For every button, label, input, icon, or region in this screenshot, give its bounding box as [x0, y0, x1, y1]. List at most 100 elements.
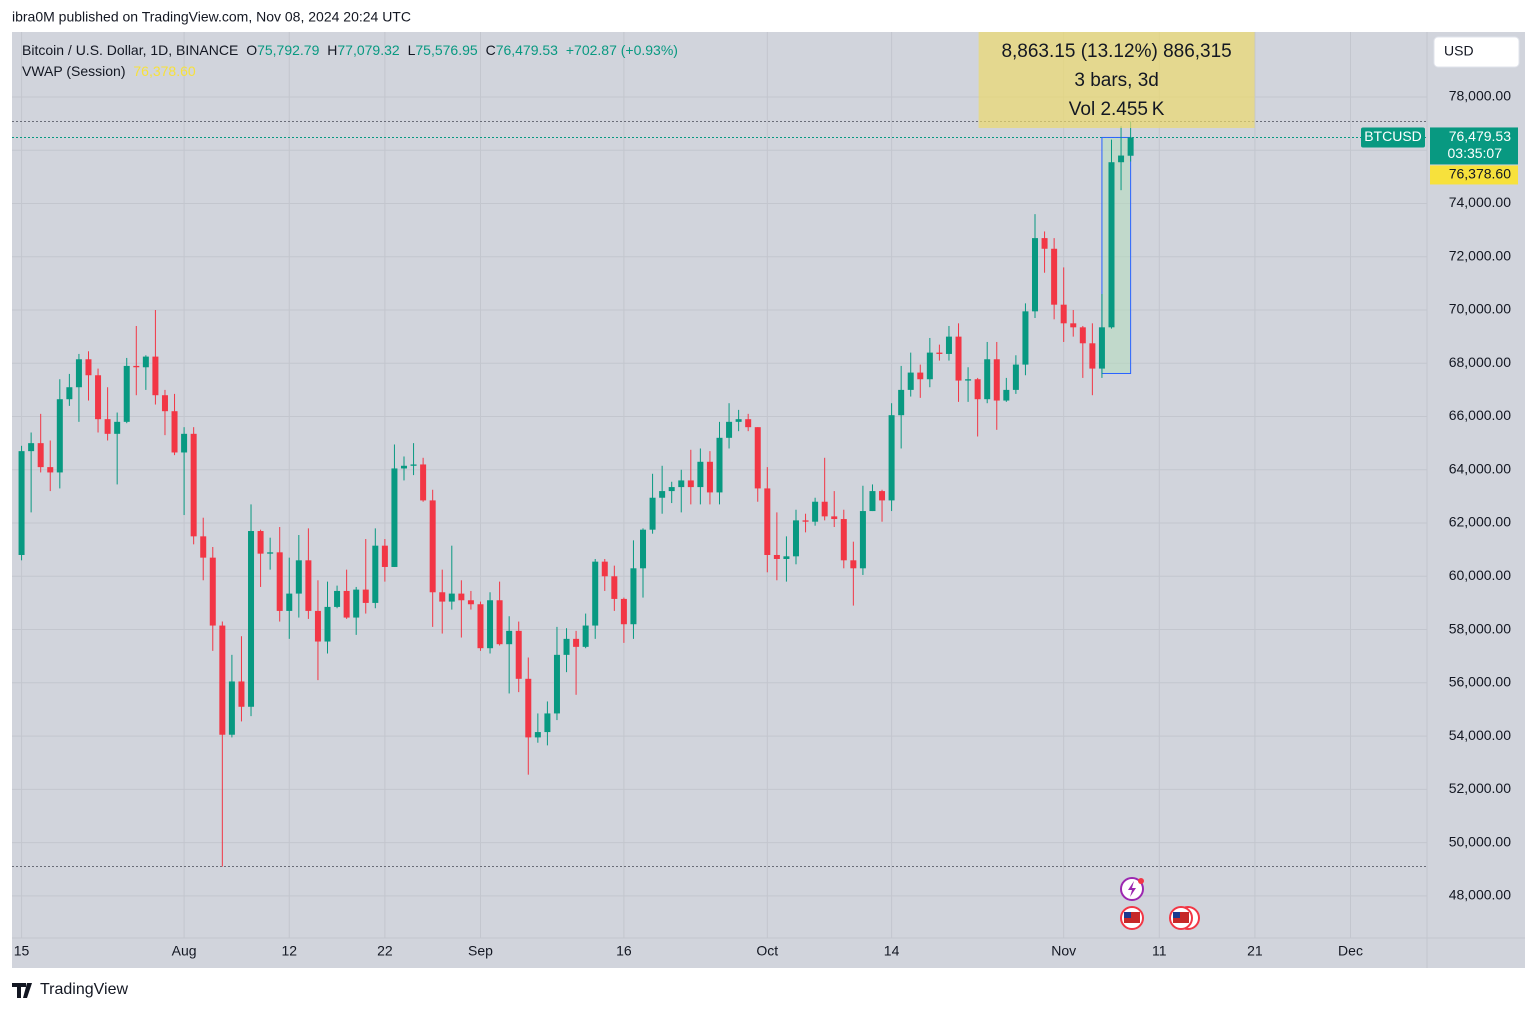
candle-body: [601, 561, 608, 577]
candle-body: [783, 556, 790, 559]
y-tick-label: 72,000.00: [1449, 247, 1511, 263]
event-dot: [1138, 878, 1144, 884]
candle-body: [974, 379, 981, 400]
candle-body: [37, 443, 44, 468]
measure-text: Vol 2.455 K: [1069, 99, 1165, 120]
candle-body: [917, 372, 924, 380]
candle-body: [372, 545, 379, 603]
measure-text: 3 bars, 3d: [1074, 70, 1159, 91]
candle-body: [1098, 327, 1105, 369]
candle-body: [745, 419, 752, 428]
candle-body: [161, 395, 168, 412]
candle-body: [448, 593, 455, 602]
candle-body: [573, 638, 580, 647]
countdown: 03:35:07: [1448, 145, 1503, 161]
y-tick-label: 54,000.00: [1449, 727, 1511, 743]
indicator-name: VWAP (Session): [22, 63, 125, 79]
y-tick-label: 56,000.00: [1449, 674, 1511, 690]
flag: [1173, 912, 1189, 923]
candle-body: [276, 552, 283, 611]
candle-body: [238, 681, 245, 707]
candle-body: [611, 576, 618, 599]
candle-body: [439, 592, 446, 602]
vwap-tag: [1430, 165, 1518, 185]
candle-body: [879, 491, 886, 501]
candle-body: [18, 451, 25, 555]
candle-body: [1060, 304, 1067, 324]
candle-body: [850, 560, 857, 569]
candle-body: [343, 590, 350, 618]
candle-body: [1022, 311, 1029, 365]
y-tick-label: 48,000.00: [1449, 887, 1511, 903]
candle-body: [792, 520, 799, 557]
attribution: ibra0M published on TradingView.com, Nov…: [12, 9, 411, 25]
flag-canton: [1124, 912, 1131, 918]
candle-body: [668, 487, 675, 492]
candle-body: [907, 372, 914, 390]
candle-body: [257, 531, 264, 554]
candle-body: [152, 356, 159, 396]
candle-body: [381, 545, 388, 567]
candle-body: [75, 359, 82, 388]
y-tick-label: 62,000.00: [1449, 514, 1511, 530]
y-tick-label: 50,000.00: [1449, 833, 1511, 849]
x-tick-label: 14: [884, 943, 900, 959]
candle-body: [506, 630, 513, 645]
candle-body: [1108, 162, 1115, 328]
x-tick-label: 16: [616, 943, 632, 959]
currency-label[interactable]: USD: [1444, 43, 1474, 59]
ohlc-key: O: [246, 42, 257, 58]
candle-body: [735, 419, 742, 422]
grid: [12, 32, 1427, 938]
candle-body: [1118, 155, 1125, 163]
candle-body: [812, 501, 819, 522]
candle-body: [534, 732, 541, 738]
y-tick-label: 78,000.00: [1449, 88, 1511, 104]
vwap-label: 76,378.60: [1449, 166, 1511, 182]
candle-body: [544, 713, 551, 733]
candle-body: [773, 554, 780, 559]
candle-body: [219, 625, 226, 735]
price-tag: [1430, 127, 1518, 165]
candle-body: [1127, 137, 1134, 156]
candle-body: [515, 630, 522, 679]
candle-body: [190, 433, 197, 537]
candle-body: [582, 625, 589, 647]
candle-body: [553, 654, 560, 714]
candle-body: [1089, 343, 1096, 369]
candle-body: [697, 461, 704, 488]
x-tick-label: 22: [377, 943, 393, 959]
candle-body: [400, 465, 407, 469]
candle-body: [334, 590, 341, 607]
candle-body: [1012, 364, 1019, 390]
y-tick-label: 68,000.00: [1449, 354, 1511, 370]
ohlc-value: 75,792.79: [257, 42, 319, 58]
candle-body: [955, 336, 962, 381]
candle-body: [764, 488, 771, 555]
candle-body: [123, 365, 130, 422]
candle-body: [1041, 238, 1048, 249]
candle-body: [888, 415, 895, 501]
candle-body: [28, 443, 35, 452]
candle-body: [678, 480, 685, 488]
y-tick-label: 60,000.00: [1449, 567, 1511, 583]
candle-body: [429, 500, 436, 593]
candle-body: [314, 610, 321, 642]
candle-body: [649, 497, 656, 530]
x-tick-label: Nov: [1051, 943, 1076, 959]
logo-text: TradingView: [40, 981, 128, 998]
candle-body: [200, 536, 207, 558]
logo-mark: [12, 983, 32, 998]
candle-body: [754, 427, 761, 489]
candle-body: [1032, 238, 1039, 312]
candle-body: [1051, 248, 1058, 305]
candle-body: [209, 557, 216, 626]
candle-body: [171, 411, 178, 453]
candle-body: [324, 606, 331, 642]
candle-body: [410, 464, 417, 466]
candle-body: [95, 375, 102, 420]
candle-body: [104, 419, 111, 434]
currency-button[interactable]: [1433, 36, 1520, 68]
y-tick-label: 74,000.00: [1449, 194, 1511, 210]
ticker-tag: [1361, 127, 1425, 148]
